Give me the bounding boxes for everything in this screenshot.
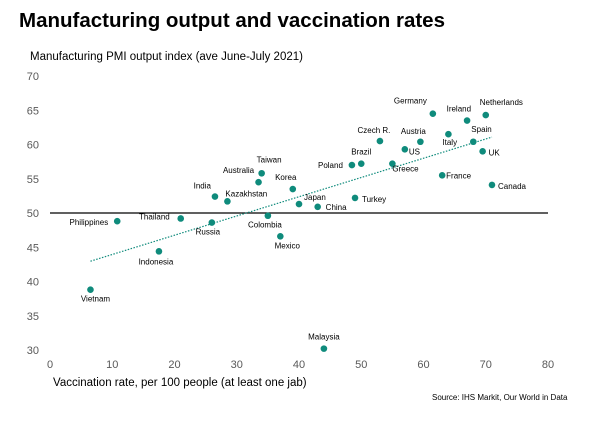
- data-point: [113, 217, 121, 225]
- data-point: [488, 181, 496, 189]
- data-point: [258, 169, 265, 177]
- y-tick-label: 35: [27, 311, 39, 323]
- data-point: [417, 138, 424, 146]
- x-tick-label: 80: [542, 359, 554, 371]
- x-tick-label: 70: [480, 359, 492, 371]
- chart-title: Manufacturing output and vaccination rat…: [19, 9, 445, 32]
- point-label: Taiwan: [257, 155, 282, 164]
- y-tick-label: 45: [27, 242, 39, 254]
- y-tick-label: 60: [27, 140, 39, 152]
- point-label: Turkey: [362, 195, 386, 204]
- y-tick-label: 50: [27, 208, 39, 220]
- data-point: [351, 194, 359, 202]
- data-point: [289, 185, 297, 193]
- point-label: Indonesia: [139, 257, 174, 266]
- point-label: Mexico: [275, 241, 301, 250]
- point-label: Austria: [401, 127, 426, 136]
- data-point: [482, 111, 490, 119]
- data-points: [87, 110, 496, 352]
- x-axis-label: Vaccination rate, per 100 people (at lea…: [53, 377, 307, 389]
- x-tick-label: 50: [355, 359, 367, 371]
- point-label: Czech R.: [357, 126, 390, 135]
- data-point: [348, 161, 356, 169]
- point-label: Canada: [498, 182, 527, 191]
- data-point: [438, 172, 446, 179]
- trendline-group: [90, 136, 493, 262]
- data-point: [177, 215, 185, 222]
- point-label: Vietnam: [81, 295, 111, 304]
- data-point: [264, 212, 272, 220]
- x-tick-label: 60: [417, 359, 429, 371]
- data-point: [463, 117, 471, 124]
- point-label: Poland: [318, 161, 343, 170]
- point-label: Australia: [223, 166, 255, 175]
- point-labels: Germany Ireland Netherlands Czech R. Austria…: [70, 97, 527, 342]
- point-label: Netherlands: [480, 98, 523, 107]
- point-label: Ireland: [447, 105, 471, 114]
- point-label: Japan: [304, 193, 326, 202]
- y-tick-label: 65: [27, 105, 39, 117]
- point-label: France: [446, 171, 471, 180]
- data-point: [479, 148, 486, 155]
- data-point: [155, 248, 163, 255]
- point-label: Germany: [394, 97, 427, 106]
- y-tick-label: 40: [27, 277, 39, 289]
- point-label: Philippines: [70, 218, 109, 227]
- y-axis-ticks: 30 35 40 45 50 55 60 65 70: [27, 71, 39, 357]
- y-tick-label: 55: [27, 174, 39, 186]
- point-label: Colombia: [248, 221, 282, 230]
- data-point: [470, 138, 477, 146]
- x-axis-ticks: 0 10 20 30 40 50 60 70 80: [47, 359, 554, 371]
- point-label: Spain: [471, 125, 491, 134]
- data-point: [401, 145, 409, 153]
- data-point: [255, 178, 262, 186]
- point-label: Korea: [275, 173, 297, 182]
- y-tick-label: 70: [27, 71, 39, 83]
- source-note: Source: IHS Markit, Our World in Data: [432, 393, 568, 402]
- data-point: [208, 219, 216, 226]
- x-tick-label: 40: [293, 359, 305, 371]
- data-point: [224, 198, 231, 205]
- data-point: [445, 130, 452, 138]
- data-point: [314, 203, 321, 211]
- point-label: India: [194, 182, 212, 191]
- data-point: [376, 137, 384, 145]
- data-point: [389, 160, 396, 167]
- data-point: [429, 110, 437, 117]
- point-label: Malaysia: [308, 333, 340, 342]
- point-label: US: [409, 147, 420, 156]
- x-tick-label: 0: [47, 359, 53, 371]
- x-tick-label: 20: [168, 359, 180, 371]
- x-tick-label: 10: [106, 359, 118, 371]
- data-point: [357, 160, 365, 167]
- y-tick-label: 30: [27, 345, 39, 357]
- point-label: China: [326, 203, 347, 212]
- point-label: Brazil: [351, 148, 371, 157]
- data-point: [211, 193, 219, 200]
- data-point: [295, 200, 303, 208]
- point-label: Italy: [442, 138, 457, 147]
- point-label: Thailand: [139, 212, 170, 221]
- data-point: [320, 345, 328, 352]
- y-axis-label: Manufacturing PMI output index (ave June…: [30, 51, 303, 63]
- point-label: Kazakhstan: [225, 189, 267, 198]
- x-tick-label: 30: [231, 359, 243, 371]
- trendline: [90, 136, 493, 262]
- data-point: [87, 286, 94, 294]
- point-label: Russia: [196, 228, 221, 237]
- point-label: UK: [489, 148, 501, 157]
- data-point: [277, 232, 284, 240]
- point-label: Greece: [392, 165, 419, 174]
